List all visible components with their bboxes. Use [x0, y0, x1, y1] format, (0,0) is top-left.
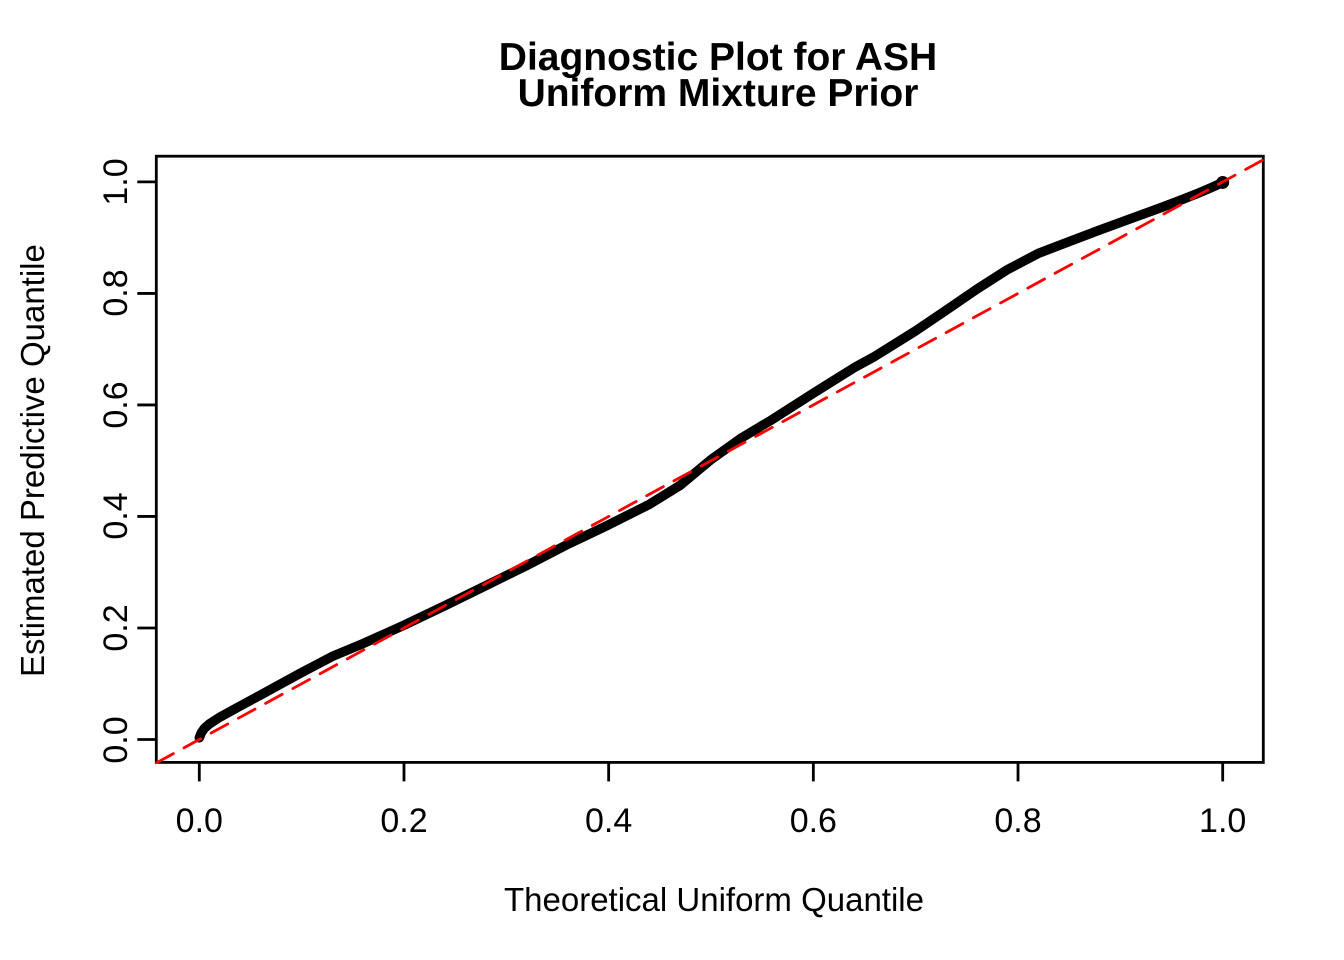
y-axis-title: Estimated Predictive Quantile — [14, 244, 51, 677]
x-tick-label: 0.2 — [380, 802, 428, 840]
y-tick-label: 0.0 — [97, 715, 135, 764]
y-tick-label: 0.4 — [97, 492, 135, 541]
chart-title-line1: Diagnostic Plot for ASH — [498, 36, 938, 79]
plot-box — [154, 154, 1265, 764]
y-tick-label: 0.8 — [97, 269, 135, 318]
x-tick-label: 1.0 — [1199, 802, 1247, 840]
y-tick-label: 1.0 — [97, 158, 135, 206]
y-tick-label: 0.2 — [97, 604, 135, 652]
x-tick-label: 0.8 — [994, 802, 1042, 840]
x-tick-label: 0.6 — [789, 802, 837, 840]
identity-reference-line — [155, 158, 1265, 765]
y-tick-label: 0.6 — [97, 381, 135, 429]
x-tick-label: 0.0 — [175, 802, 223, 840]
x-axis-title: Theoretical Uniform Quantile — [503, 881, 924, 918]
x-tick-label: 0.4 — [585, 802, 633, 840]
estimated-predictive-quantile-curve — [194, 177, 1228, 743]
chart-title-line2: Uniform Mixture Prior — [517, 72, 919, 115]
